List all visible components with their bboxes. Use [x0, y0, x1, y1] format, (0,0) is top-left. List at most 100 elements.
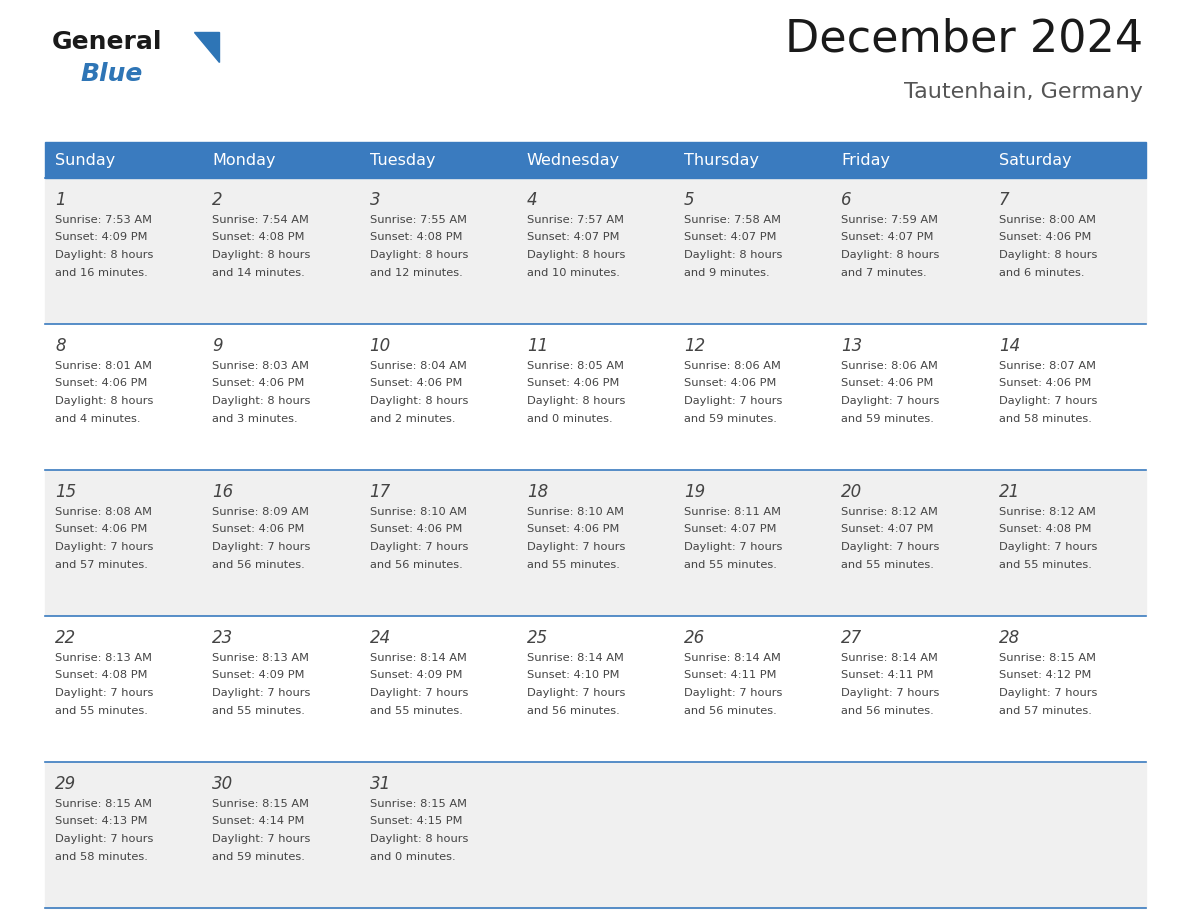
Text: Sunrise: 8:10 AM: Sunrise: 8:10 AM: [526, 507, 624, 517]
Text: and 58 minutes.: and 58 minutes.: [55, 852, 147, 861]
Text: 9: 9: [213, 337, 223, 355]
Text: Daylight: 7 hours: Daylight: 7 hours: [55, 688, 153, 698]
Text: and 3 minutes.: and 3 minutes.: [213, 413, 298, 423]
Text: Daylight: 8 hours: Daylight: 8 hours: [526, 396, 625, 406]
Text: Sunset: 4:06 PM: Sunset: 4:06 PM: [55, 524, 147, 534]
Text: Daylight: 7 hours: Daylight: 7 hours: [684, 688, 783, 698]
Text: and 55 minutes.: and 55 minutes.: [369, 706, 462, 715]
Text: Sunrise: 8:04 AM: Sunrise: 8:04 AM: [369, 361, 467, 371]
Text: and 57 minutes.: and 57 minutes.: [999, 706, 1092, 715]
Text: Blue: Blue: [80, 62, 143, 86]
Text: 22: 22: [55, 629, 76, 647]
Text: and 16 minutes.: and 16 minutes.: [55, 267, 147, 277]
Text: and 59 minutes.: and 59 minutes.: [684, 413, 777, 423]
Text: 21: 21: [999, 483, 1020, 501]
Text: Sunrise: 7:53 AM: Sunrise: 7:53 AM: [55, 215, 152, 225]
Text: Sunrise: 8:00 AM: Sunrise: 8:00 AM: [999, 215, 1095, 225]
Text: and 57 minutes.: and 57 minutes.: [55, 559, 147, 569]
Text: Sunset: 4:14 PM: Sunset: 4:14 PM: [213, 816, 304, 826]
Text: Daylight: 7 hours: Daylight: 7 hours: [55, 834, 153, 844]
Text: Daylight: 8 hours: Daylight: 8 hours: [369, 250, 468, 260]
Text: and 55 minutes.: and 55 minutes.: [526, 559, 620, 569]
Text: Sunrise: 8:13 AM: Sunrise: 8:13 AM: [55, 653, 152, 663]
Text: 19: 19: [684, 483, 706, 501]
Bar: [45, 142, 1146, 178]
Text: Sunset: 4:06 PM: Sunset: 4:06 PM: [369, 378, 462, 388]
Text: and 0 minutes.: and 0 minutes.: [369, 852, 455, 861]
Text: Sunset: 4:06 PM: Sunset: 4:06 PM: [841, 378, 934, 388]
Text: and 58 minutes.: and 58 minutes.: [999, 413, 1092, 423]
Text: Sunrise: 8:14 AM: Sunrise: 8:14 AM: [369, 653, 467, 663]
Text: and 56 minutes.: and 56 minutes.: [369, 559, 462, 569]
Text: and 56 minutes.: and 56 minutes.: [213, 559, 305, 569]
Text: and 9 minutes.: and 9 minutes.: [684, 267, 770, 277]
Text: Daylight: 7 hours: Daylight: 7 hours: [684, 542, 783, 552]
Text: Sunset: 4:06 PM: Sunset: 4:06 PM: [526, 378, 619, 388]
Text: Sunrise: 8:12 AM: Sunrise: 8:12 AM: [841, 507, 939, 517]
Text: 23: 23: [213, 629, 234, 647]
Text: Sunset: 4:12 PM: Sunset: 4:12 PM: [999, 670, 1091, 680]
Text: Sunset: 4:08 PM: Sunset: 4:08 PM: [999, 524, 1092, 534]
Text: 27: 27: [841, 629, 862, 647]
Text: and 10 minutes.: and 10 minutes.: [526, 267, 620, 277]
Text: and 56 minutes.: and 56 minutes.: [841, 706, 934, 715]
Text: Daylight: 7 hours: Daylight: 7 hours: [999, 542, 1097, 552]
Text: Daylight: 7 hours: Daylight: 7 hours: [55, 542, 153, 552]
Text: Daylight: 8 hours: Daylight: 8 hours: [369, 834, 468, 844]
Text: Sunrise: 8:07 AM: Sunrise: 8:07 AM: [999, 361, 1095, 371]
Text: Daylight: 8 hours: Daylight: 8 hours: [213, 250, 310, 260]
Bar: [45, 470, 1146, 616]
Text: Sunset: 4:08 PM: Sunset: 4:08 PM: [213, 232, 305, 242]
Text: Sunrise: 8:01 AM: Sunrise: 8:01 AM: [55, 361, 152, 371]
Text: Daylight: 8 hours: Daylight: 8 hours: [55, 396, 153, 406]
Text: Sunrise: 8:12 AM: Sunrise: 8:12 AM: [999, 507, 1095, 517]
Text: and 55 minutes.: and 55 minutes.: [213, 706, 305, 715]
Text: Sunrise: 8:14 AM: Sunrise: 8:14 AM: [684, 653, 781, 663]
Text: 20: 20: [841, 483, 862, 501]
Text: Daylight: 7 hours: Daylight: 7 hours: [841, 688, 940, 698]
Text: Sunrise: 8:03 AM: Sunrise: 8:03 AM: [213, 361, 309, 371]
Text: Sunset: 4:06 PM: Sunset: 4:06 PM: [369, 524, 462, 534]
Bar: [45, 324, 1146, 470]
Text: 13: 13: [841, 337, 862, 355]
Text: Daylight: 8 hours: Daylight: 8 hours: [999, 250, 1097, 260]
Text: Sunset: 4:08 PM: Sunset: 4:08 PM: [369, 232, 462, 242]
Text: Sunset: 4:06 PM: Sunset: 4:06 PM: [213, 524, 304, 534]
Text: 11: 11: [526, 337, 548, 355]
Text: Daylight: 7 hours: Daylight: 7 hours: [526, 542, 625, 552]
Text: Sunset: 4:09 PM: Sunset: 4:09 PM: [369, 670, 462, 680]
Text: 17: 17: [369, 483, 391, 501]
Text: Daylight: 7 hours: Daylight: 7 hours: [526, 688, 625, 698]
Text: Sunrise: 8:06 AM: Sunrise: 8:06 AM: [684, 361, 781, 371]
Text: and 55 minutes.: and 55 minutes.: [55, 706, 147, 715]
Text: and 4 minutes.: and 4 minutes.: [55, 413, 140, 423]
Text: Daylight: 7 hours: Daylight: 7 hours: [841, 396, 940, 406]
Text: Sunrise: 7:55 AM: Sunrise: 7:55 AM: [369, 215, 467, 225]
Text: and 6 minutes.: and 6 minutes.: [999, 267, 1085, 277]
Text: 12: 12: [684, 337, 706, 355]
Text: Sunrise: 8:10 AM: Sunrise: 8:10 AM: [369, 507, 467, 517]
Text: Sunset: 4:07 PM: Sunset: 4:07 PM: [841, 524, 934, 534]
Text: Sunrise: 7:57 AM: Sunrise: 7:57 AM: [526, 215, 624, 225]
Text: Daylight: 8 hours: Daylight: 8 hours: [55, 250, 153, 260]
Text: Sunset: 4:06 PM: Sunset: 4:06 PM: [526, 524, 619, 534]
Text: Sunset: 4:06 PM: Sunset: 4:06 PM: [684, 378, 777, 388]
Text: Sunset: 4:08 PM: Sunset: 4:08 PM: [55, 670, 147, 680]
Text: Daylight: 7 hours: Daylight: 7 hours: [213, 688, 310, 698]
Text: Sunset: 4:07 PM: Sunset: 4:07 PM: [684, 232, 777, 242]
Text: 2: 2: [213, 191, 223, 209]
Bar: [45, 178, 1146, 324]
Text: 16: 16: [213, 483, 234, 501]
Text: Sunset: 4:07 PM: Sunset: 4:07 PM: [526, 232, 619, 242]
Text: and 56 minutes.: and 56 minutes.: [684, 706, 777, 715]
Text: Sunset: 4:07 PM: Sunset: 4:07 PM: [684, 524, 777, 534]
Text: 4: 4: [526, 191, 537, 209]
Text: 31: 31: [369, 775, 391, 793]
Text: Sunset: 4:11 PM: Sunset: 4:11 PM: [841, 670, 934, 680]
Text: Wednesday: Wednesday: [526, 152, 620, 167]
Text: Monday: Monday: [213, 152, 276, 167]
Text: General: General: [52, 30, 163, 54]
Text: Daylight: 7 hours: Daylight: 7 hours: [369, 688, 468, 698]
Text: Sunrise: 7:58 AM: Sunrise: 7:58 AM: [684, 215, 782, 225]
Text: and 7 minutes.: and 7 minutes.: [841, 267, 927, 277]
